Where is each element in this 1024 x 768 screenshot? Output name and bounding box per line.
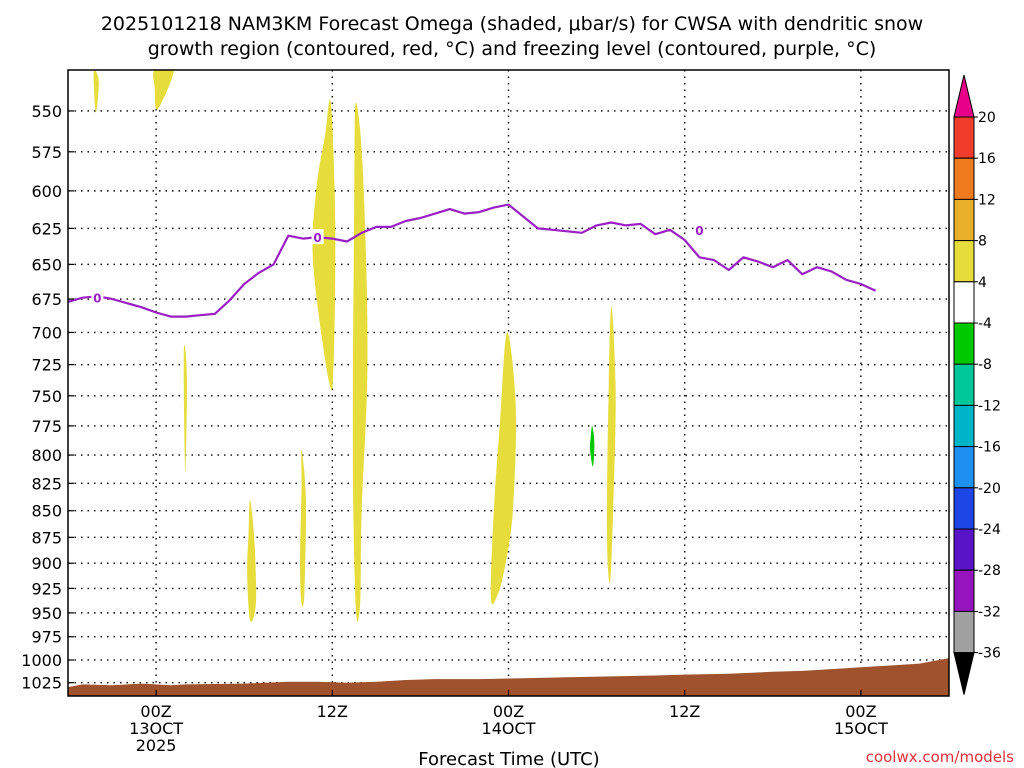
colorbar-label: 20 bbox=[978, 110, 996, 126]
colorbar-label: 16 bbox=[978, 151, 996, 167]
colorbar-box bbox=[953, 487, 975, 530]
freezing-level-label-bg bbox=[693, 221, 706, 237]
chart-title-line2: growth region (contoured, red, °C) and f… bbox=[148, 38, 877, 60]
colorbar-label: -12 bbox=[978, 398, 1001, 414]
freezing-level-label: 0 bbox=[695, 224, 703, 238]
colorbar: 20 16 12 8 4 -4 -8 -12 -16 -20 -24 -28 -32 -36 bbox=[953, 74, 1001, 695]
omega-region bbox=[589, 425, 595, 467]
colorbar-box bbox=[953, 404, 975, 448]
freezing-level-label-bg bbox=[311, 229, 324, 245]
colorbar-box bbox=[953, 240, 975, 283]
omega-region bbox=[606, 305, 616, 584]
x-tick-label: 00Z bbox=[140, 702, 171, 721]
colorbar-box bbox=[953, 116, 975, 159]
omega-region bbox=[490, 332, 517, 605]
colorbar-box bbox=[953, 322, 975, 365]
y-tick-label: 600 bbox=[31, 182, 62, 201]
y-tick-label: 550 bbox=[31, 102, 62, 121]
y-tick-label: 1000 bbox=[21, 651, 62, 670]
colorbar-box bbox=[953, 528, 975, 571]
x-tick-label: 00Z bbox=[493, 702, 524, 721]
colorbar-box bbox=[953, 281, 975, 324]
x-tick-label: 12Z bbox=[669, 702, 700, 721]
y-tick-label: 825 bbox=[31, 474, 62, 493]
y-tick-label: 750 bbox=[31, 387, 62, 406]
omega-region bbox=[153, 70, 174, 110]
y-tick-label: 675 bbox=[31, 290, 62, 309]
y-tick-label: 725 bbox=[31, 356, 62, 375]
omega-region bbox=[247, 499, 257, 622]
y-tick-label: 650 bbox=[31, 255, 62, 274]
colorbar-top-arrow bbox=[953, 74, 975, 118]
colorbar-label: 4 bbox=[978, 275, 987, 291]
colorbar-label: -8 bbox=[978, 357, 992, 373]
x-tick-label: 2025 bbox=[136, 736, 177, 755]
terrain-fill bbox=[68, 658, 949, 696]
freezing-level-line bbox=[68, 203, 877, 318]
colorbar-label: -16 bbox=[978, 440, 1001, 456]
chart-title-line1: 2025101218 NAM3KM Forecast Omega (shaded… bbox=[101, 13, 923, 35]
y-tick-label: 900 bbox=[31, 554, 62, 573]
x-tick-label: 12Z bbox=[317, 702, 348, 721]
y-tick-label: 875 bbox=[31, 528, 62, 547]
omega-region bbox=[300, 449, 307, 607]
freezing-level-label: 0 bbox=[93, 292, 101, 306]
colorbar-box bbox=[953, 610, 975, 654]
y-tick-label: 1025 bbox=[21, 674, 62, 693]
colorbar-label: -4 bbox=[978, 316, 992, 332]
x-tick-label: 00Z bbox=[845, 702, 876, 721]
y-tick-label: 625 bbox=[31, 219, 62, 238]
colorbar-label: -28 bbox=[978, 563, 1001, 579]
x-axis-label: Forecast Time (UTC) bbox=[418, 749, 599, 768]
x-tick-label: 15OCT bbox=[834, 719, 888, 738]
x-tick-label: 13OCT bbox=[129, 719, 183, 738]
freezing-level-label-bg bbox=[91, 289, 104, 305]
y-tick-label: 925 bbox=[31, 579, 62, 598]
y-tick-label: 950 bbox=[31, 604, 62, 623]
x-tick-label: 14OCT bbox=[482, 719, 536, 738]
colorbar-label: -20 bbox=[978, 481, 1001, 497]
colorbar-bottom-arrow bbox=[953, 652, 975, 695]
colorbar-label: -36 bbox=[978, 646, 1001, 662]
colorbar-box bbox=[953, 446, 975, 489]
colorbar-box bbox=[953, 363, 975, 406]
colorbar-label: 12 bbox=[978, 192, 996, 208]
omega-region bbox=[93, 70, 99, 113]
colorbar-box bbox=[953, 198, 975, 242]
colorbar-label: -24 bbox=[978, 522, 1001, 538]
colorbar-label: -32 bbox=[978, 604, 1001, 620]
y-tick-label: 850 bbox=[31, 502, 62, 521]
y-tick-label: 775 bbox=[31, 417, 62, 436]
y-tick-label: 800 bbox=[31, 446, 62, 465]
y-tick-label: 975 bbox=[31, 628, 62, 647]
freezing-level-contour: 0 0 0 bbox=[68, 203, 877, 318]
y-tick-label: 575 bbox=[31, 143, 62, 162]
credit-text: coolwx.com/models bbox=[866, 748, 1014, 766]
terrain-area bbox=[68, 658, 949, 696]
omega-region bbox=[312, 99, 336, 391]
y-tick-label: 700 bbox=[31, 323, 62, 342]
y-axis: 550 575 600 625 650 675 700 725 750 775 800 825 850 8… bbox=[21, 102, 74, 693]
colorbar-label: 8 bbox=[978, 234, 987, 250]
freezing-level-label: 0 bbox=[313, 231, 321, 245]
colorbar-box bbox=[953, 569, 975, 612]
omega-shading bbox=[93, 70, 616, 622]
omega-region bbox=[183, 344, 187, 473]
colorbar-box bbox=[953, 157, 975, 200]
